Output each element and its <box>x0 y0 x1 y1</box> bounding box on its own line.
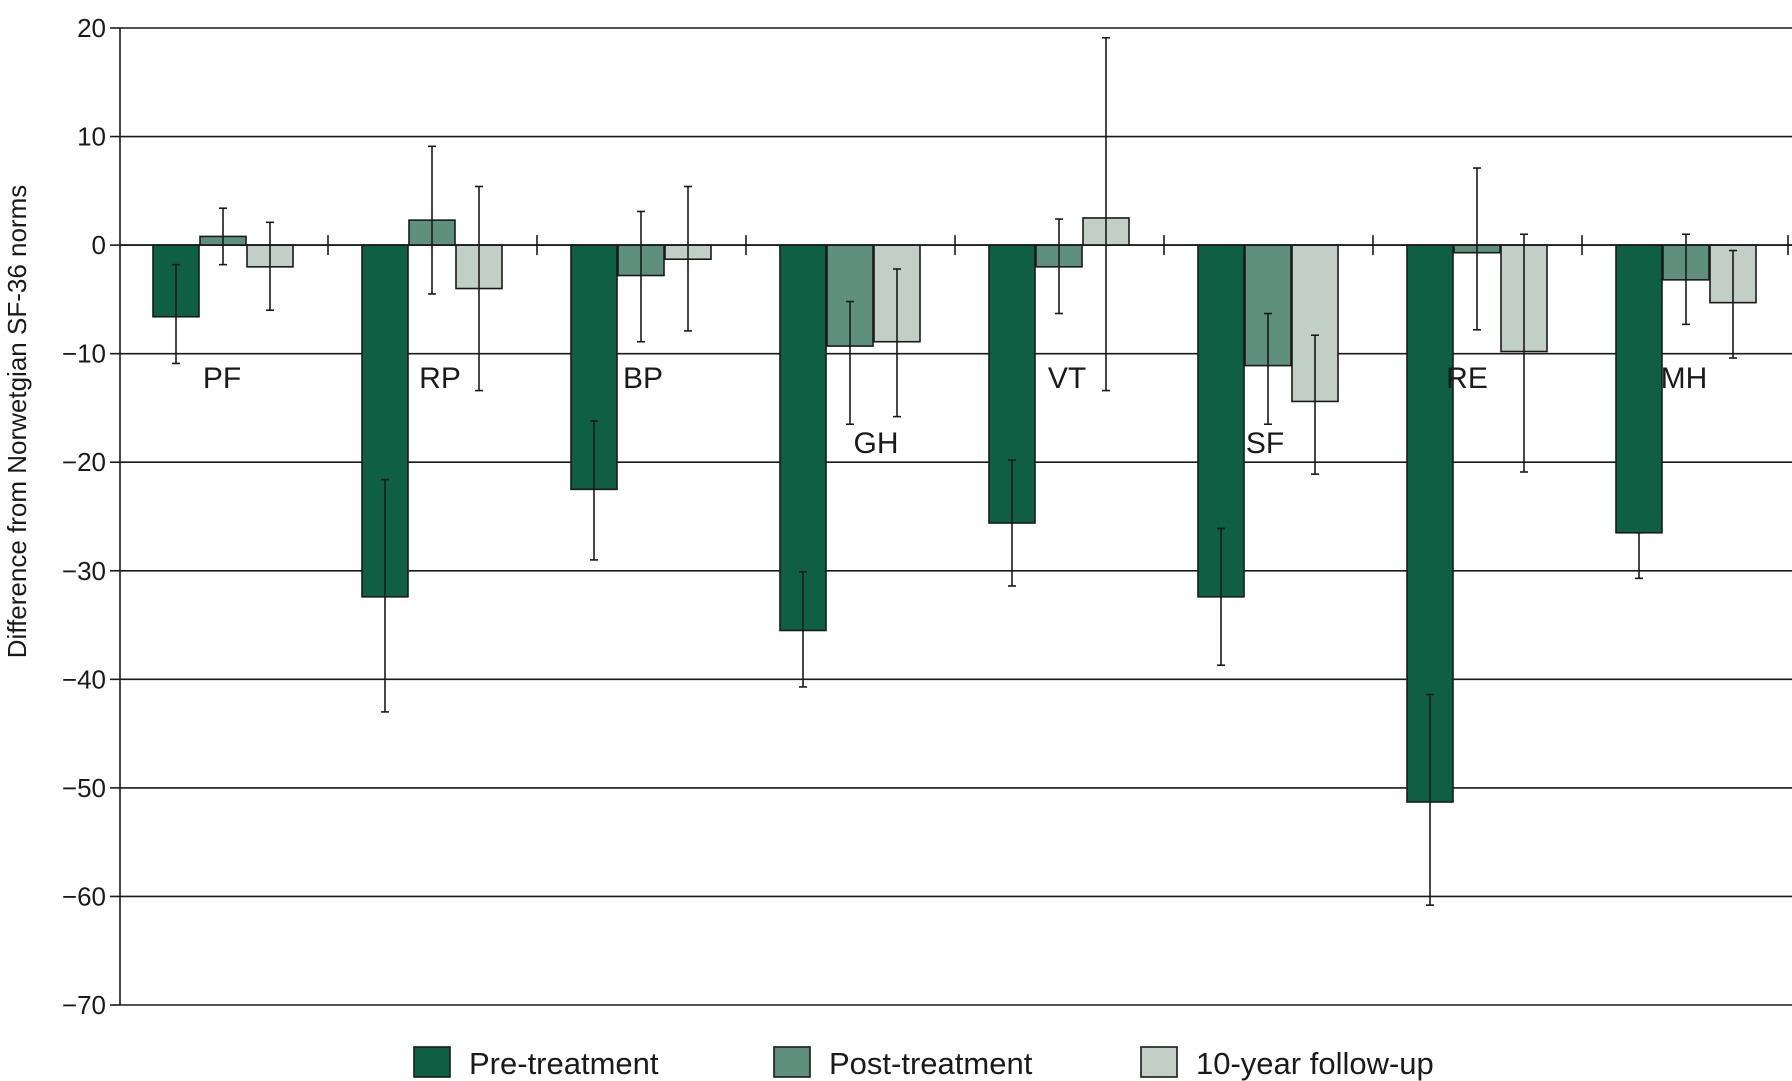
legend: Pre-treatment Post-treatment 10-year follo… <box>413 1046 1434 1081</box>
y-tick-label: −60 <box>62 881 106 911</box>
legend-swatch-10-year-follow-up <box>1140 1046 1178 1078</box>
y-tick-label: −50 <box>62 773 106 803</box>
legend-swatch-pre-treatment <box>413 1046 451 1078</box>
y-tick-label: 10 <box>77 122 106 152</box>
category-label-re: RE <box>1446 362 1488 395</box>
category-label-bp: BP <box>623 362 663 395</box>
y-tick-label: −30 <box>62 556 106 586</box>
y-axis-title: Difference from Norwetgian SF-36 norms <box>2 185 32 658</box>
y-tick-label: −40 <box>62 664 106 694</box>
category-label-vt: VT <box>1048 362 1086 395</box>
category-labels: PF RP BP GH VT SF RE MH <box>203 362 1708 460</box>
bars <box>152 217 1757 803</box>
y-tick-label: 0 <box>92 230 106 260</box>
error-bars <box>172 36 1737 906</box>
bar-gh-pre-treatment <box>779 244 827 632</box>
legend-swatch-post-treatment <box>773 1046 811 1078</box>
y-tick-label: −20 <box>62 447 106 477</box>
y-tick-label: −10 <box>62 339 106 369</box>
category-label-pf: PF <box>203 362 241 395</box>
legend-label-10-year-follow-up: 10-year follow-up <box>1196 1046 1434 1081</box>
bar-rp-pre-treatment <box>361 244 409 598</box>
bar-mh-pre-treatment <box>1615 244 1663 534</box>
y-tick-label: 20 <box>77 13 106 43</box>
category-label-mh: MH <box>1661 362 1708 395</box>
category-label-sf: SF <box>1246 427 1284 460</box>
y-tick-label: −70 <box>62 990 106 1020</box>
legend-label-pre-treatment: Pre-treatment <box>469 1046 659 1081</box>
legend-label-post-treatment: Post-treatment <box>829 1046 1033 1081</box>
category-label-gh: GH <box>854 427 899 460</box>
category-label-rp: RP <box>419 362 461 395</box>
gridlines: 20 10 0 −10 −20 −30 −40 −50 −60 −70 <box>62 13 1792 1020</box>
